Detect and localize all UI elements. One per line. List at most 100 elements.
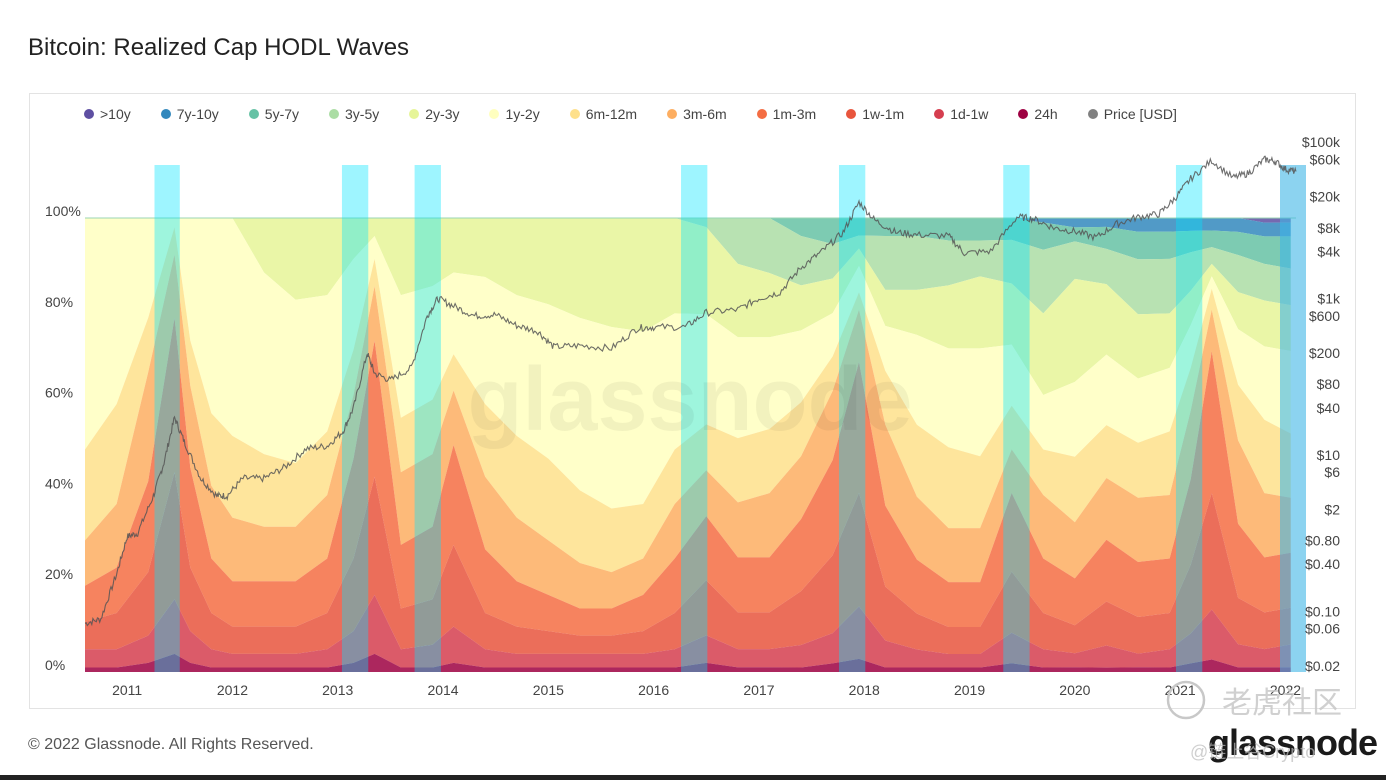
legend-dot-icon [329, 109, 340, 119]
y-right-tick-label: $10 [1317, 447, 1341, 463]
legend-label: >10y [100, 106, 131, 122]
legend-item[interactable]: 6m-12m [569, 104, 638, 124]
x-tick-label: 2014 [427, 682, 458, 698]
y-right-tick-label: $20k [1310, 189, 1341, 205]
y-right-tick-label: $8k [1317, 220, 1341, 236]
area-2y-3y [85, 218, 1291, 396]
chart-legend: >10y 7y-10y 5y-7y 3y-5y 2y-3y 1y-2y 6m-12m 3m-6… [84, 104, 1344, 124]
chart-title: Bitcoin: Realized Cap HODL Waves [28, 34, 410, 61]
legend-label: 1d-1w [950, 106, 989, 122]
watermark-badge-icon [1166, 680, 1206, 720]
legend-item[interactable]: 1y-2y [489, 104, 540, 124]
y-axis-right: $0.02 $0.06 $0.10 $0.40 $0.80 $2 $6$10 $40 $80 $2… [1302, 134, 1341, 674]
y-right-tick-label: $2 [1324, 502, 1340, 518]
legend-dot-icon [934, 109, 945, 119]
legend-dot-icon [84, 109, 94, 119]
legend-item[interactable]: 2y-3y [409, 104, 459, 124]
highlight-band [1003, 165, 1030, 672]
highlight-band [681, 165, 708, 672]
area-3m-6m [85, 254, 1291, 609]
legend-dot-icon [160, 109, 171, 119]
legend-dot-icon [409, 109, 420, 119]
legend-label: 5y-7y [264, 106, 300, 122]
area-1w-1m [85, 472, 1291, 655]
hodl-wave-areas [85, 217, 1296, 672]
x-tick-label: 2017 [743, 682, 774, 698]
area-1y-2y [85, 218, 1291, 509]
legend-item[interactable]: 7y-10y [160, 104, 219, 124]
legend-dot-icon [667, 109, 678, 119]
highlight-band [414, 165, 441, 672]
legend-item[interactable]: 1w-1m [846, 104, 904, 124]
legend-label: 3m-6m [683, 106, 727, 122]
y-left-tick-label: 40% [45, 475, 73, 491]
legend-dot-icon [489, 109, 500, 119]
y-right-tick-label: $80 [1317, 376, 1341, 392]
legend-item[interactable]: 3m-6m [667, 104, 727, 124]
y-right-tick-label: $0.40 [1305, 556, 1340, 572]
highlight-band [154, 165, 180, 672]
handle-watermark: @链上谷Crypto [1190, 742, 1316, 762]
y-left-tick-label: 80% [45, 294, 73, 310]
x-tick-label: 2018 [849, 682, 880, 698]
price-line [85, 155, 1297, 627]
y-right-tick-label: $40 [1317, 400, 1341, 416]
highlight-band [341, 165, 369, 672]
legend-label: 1w-1m [862, 106, 905, 122]
chart-frame [29, 93, 1356, 709]
y-right-tick-label: $0.02 [1305, 658, 1340, 674]
legend-label: 7y-10y [176, 106, 219, 122]
legend-label: 2y-3y [425, 106, 460, 122]
y-right-tick-label: $0.06 [1305, 621, 1340, 637]
legend-dot-icon [248, 109, 259, 119]
x-tick-label: 2011 [112, 682, 142, 698]
legend-label: 1m-3m [772, 106, 817, 122]
legend-dot-icon [569, 109, 580, 119]
legend-dot-icon [1018, 109, 1029, 119]
right-edge-bar [1280, 165, 1306, 672]
x-tick-label: 2015 [533, 682, 564, 698]
bottom-bar [0, 775, 1386, 780]
y-left-tick-label: 60% [45, 385, 73, 401]
x-tick-label: 2022 [1270, 682, 1301, 698]
highlight-bands [154, 165, 1203, 672]
legend-item[interactable]: Price [USD] [1087, 104, 1177, 124]
area-24h [85, 653, 1291, 672]
legend-item[interactable]: 1m-3m [756, 104, 817, 124]
y-left-tick-label: 20% [45, 566, 73, 582]
y-left-tick-label: 0% [45, 657, 65, 673]
legend-item[interactable]: 3y-5y [329, 104, 379, 124]
legend-item[interactable]: 5y-7y [248, 104, 300, 124]
area-1d-1w [85, 594, 1291, 668]
x-axis: 2011 2012 2013 2014 2015 2016 2017 2018 2019 2020… [112, 682, 1301, 698]
y-right-tick-label: $6 [1324, 464, 1340, 480]
glassnode-logo: glassnode [1208, 722, 1378, 763]
x-tick-label: 2013 [322, 682, 353, 698]
y-axis-left: 0% 20% 40% 60% 80% 100% [45, 203, 81, 673]
legend-item[interactable]: 24h [1018, 104, 1058, 124]
y-right-tick-label: $0.80 [1305, 533, 1340, 549]
legend-label: 24h [1034, 106, 1058, 122]
y-left-tick-label: 100% [45, 203, 81, 219]
copyright-footer: © 2022 Glassnode. All Rights Reserved. [28, 736, 314, 753]
y-right-tick-label: $1k [1317, 290, 1341, 306]
corner-watermark: 老虎社区 [1166, 680, 1342, 720]
legend-item[interactable]: >10y [84, 104, 131, 124]
legend-label: 1y-2y [505, 106, 540, 122]
legend-item[interactable]: 1d-1w [934, 104, 988, 124]
highlight-band [1175, 165, 1203, 672]
y-right-tick-label: $60k [1310, 151, 1341, 167]
area-5y-7y [85, 218, 1291, 269]
highlight-band [838, 165, 866, 672]
legend-label: 3y-5y [345, 106, 380, 122]
x-tick-label: 2021 [1165, 682, 1196, 698]
legend-label: Price [USD] [1103, 106, 1177, 122]
chart-watermark: glassnode [467, 350, 912, 450]
y-right-tick-label: $0.10 [1305, 603, 1340, 619]
area-7y-10y [85, 218, 1291, 237]
legend-dot-icon [756, 109, 767, 119]
legend-label: 6m-12m [585, 106, 638, 122]
current-period-band [1280, 165, 1306, 672]
area-1m-3m [85, 317, 1291, 636]
